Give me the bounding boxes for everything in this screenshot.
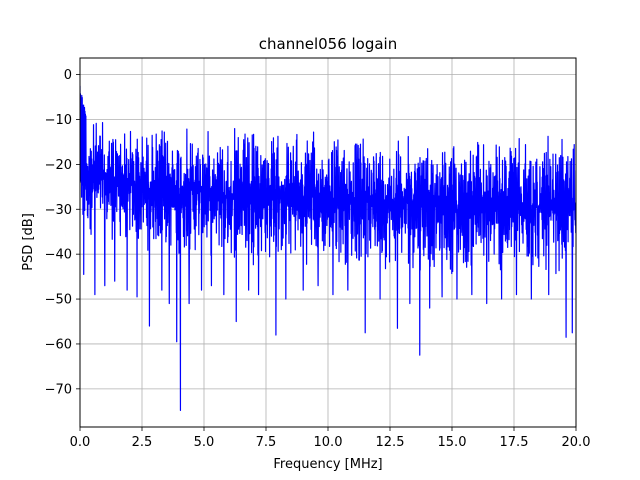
y-tick-label: −50 (45, 293, 72, 308)
chart-title: channel056 logain (259, 35, 398, 53)
x-axis-label: Frequency [MHz] (273, 457, 382, 472)
y-tick-label: −10 (45, 113, 72, 128)
x-tick-label: 7.5 (256, 435, 277, 450)
x-tick-label: 2.5 (132, 435, 153, 450)
y-tick-label: −20 (45, 158, 72, 173)
x-tick-label: 17.5 (500, 435, 529, 450)
x-tick-label: 15.0 (438, 435, 467, 450)
y-axis-label: PSD [dB] (21, 213, 36, 271)
psd-series-line (80, 85, 576, 411)
x-tick-label: 12.5 (376, 435, 405, 450)
y-axis: 0 −10 −20 −30 −40 −50 −60 −70 (45, 68, 80, 397)
y-tick-label: −30 (45, 203, 72, 218)
x-axis: 0.0 2.5 5.0 7.5 10.0 12.5 15.0 17.5 20.0 (70, 427, 591, 450)
y-tick-label: −60 (45, 337, 72, 352)
series-layer (80, 85, 576, 411)
y-tick-label: 0 (64, 68, 72, 83)
plot-area (80, 85, 576, 411)
y-tick-label: −70 (45, 382, 72, 397)
x-tick-label: 10.0 (314, 435, 343, 450)
x-tick-label: 20.0 (562, 435, 591, 450)
x-tick-label: 5.0 (194, 435, 215, 450)
x-tick-label: 0.0 (70, 435, 91, 450)
y-tick-label: −40 (45, 248, 72, 263)
